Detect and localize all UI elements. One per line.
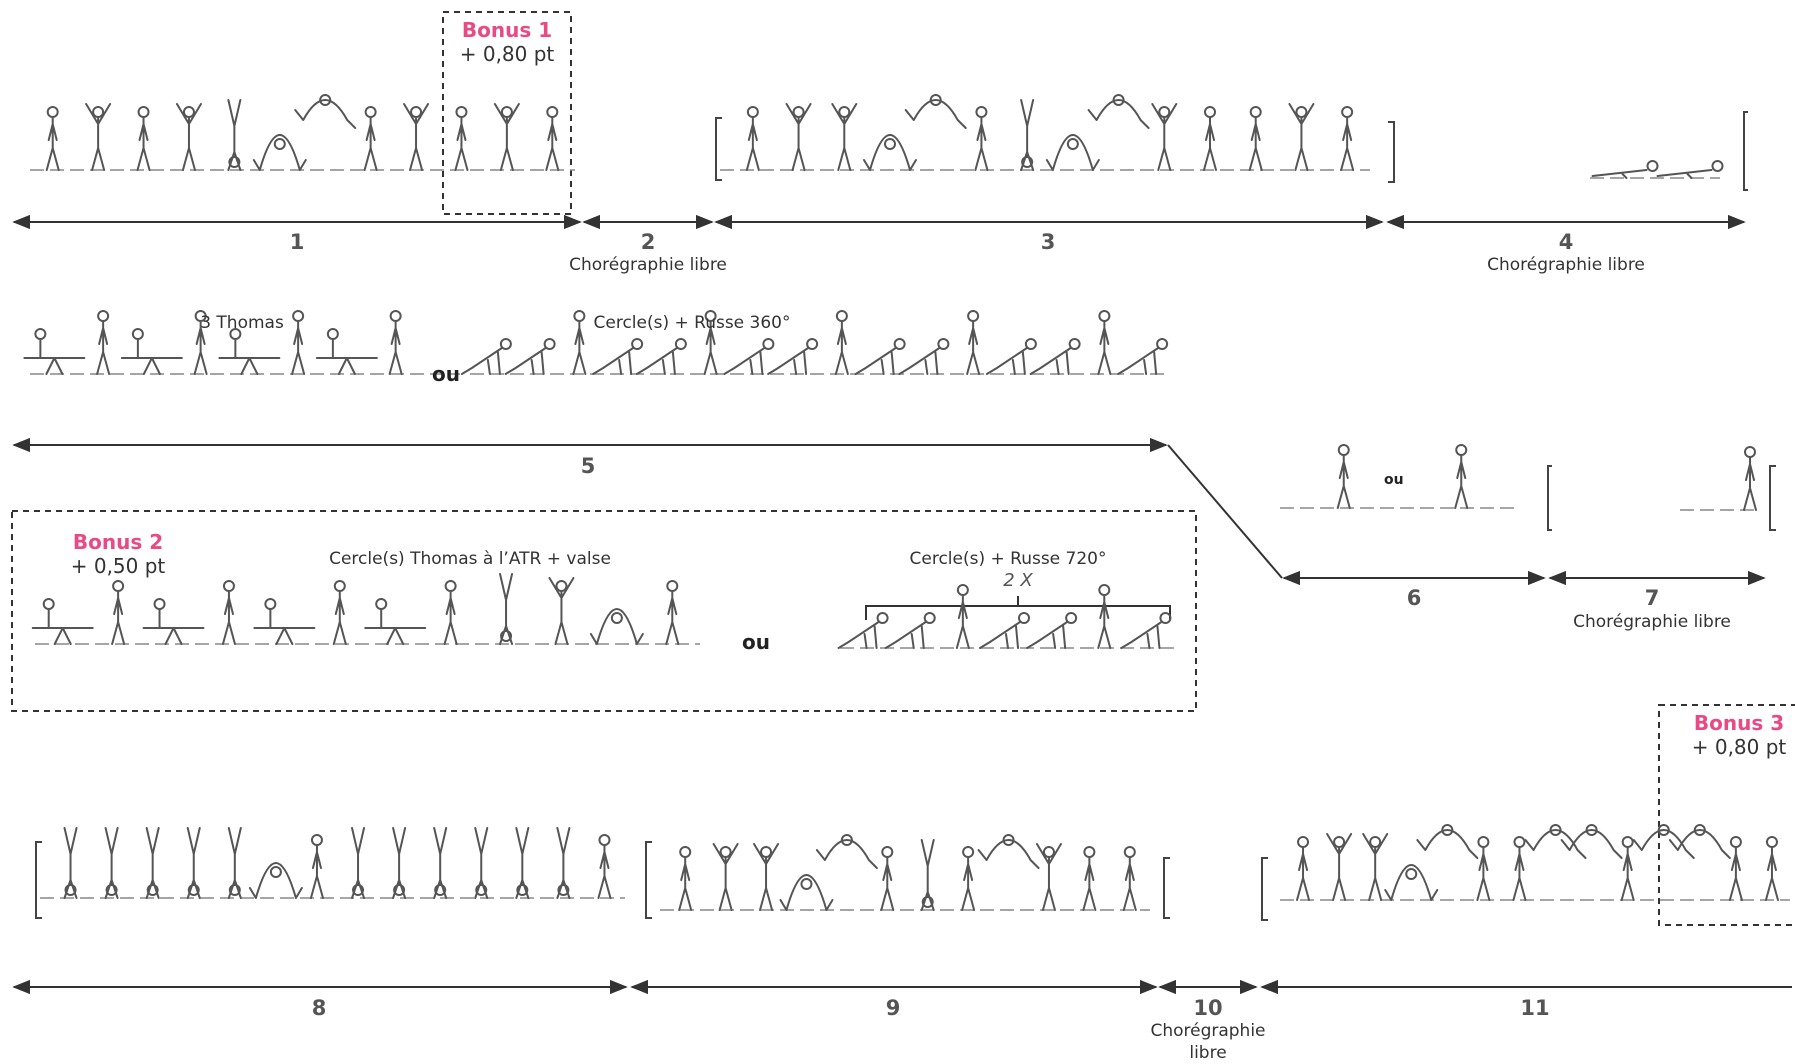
row-connector: [1167, 444, 1283, 579]
segment-3-number: 3: [1040, 230, 1056, 254]
phase-brackets: [35, 111, 1776, 921]
repeat-bracket: [865, 596, 1171, 620]
bonus-3-box: [1658, 704, 1795, 926]
segment-7-number: 7: [1644, 586, 1660, 610]
or-word-segment-6: ou: [1384, 472, 1404, 488]
bonus-2-box: [11, 510, 1197, 712]
bonus-2-value: + 0,50 pt: [70, 554, 166, 578]
gymnast-figures: [23, 94, 1779, 911]
caption-repeat: 2 X: [1003, 570, 1033, 591]
segment-7-label: Chorégraphie libre: [1573, 612, 1731, 632]
segment-8-number: 8: [311, 996, 327, 1020]
bonus-3-value: + 0,80 pt: [1691, 735, 1787, 759]
segment-9-number: 9: [885, 996, 901, 1020]
bonus-1-title: Bonus 1: [461, 18, 553, 42]
floor-lines: [30, 169, 1790, 911]
segment-4-number: 4: [1558, 230, 1574, 254]
caption-thomas: 3 Thomas: [200, 313, 284, 333]
or-word-row-5: ou: [432, 362, 460, 386]
segment-11-number: 11: [1520, 996, 1550, 1020]
segment-1-number: 1: [289, 230, 305, 254]
segment-5-number: 5: [580, 454, 596, 478]
caption-cercle-thomas-atr: Cercle(s) Thomas à l’ATR + valse: [329, 549, 611, 569]
segment-2-number: 2: [640, 230, 656, 254]
caption-cercle-russe-720: Cercle(s) + Russe 720°: [909, 549, 1107, 569]
bonus-1-value: + 0,80 pt: [459, 42, 555, 66]
bonus-2-title: Bonus 2: [72, 530, 164, 554]
bonus-3-title: Bonus 3: [1693, 711, 1785, 735]
segment-4-label: Chorégraphie libre: [1487, 255, 1645, 275]
segment-10-number: 10: [1193, 996, 1223, 1020]
segment-6-number: 6: [1406, 586, 1422, 610]
or-word-bonus-2: ou: [742, 630, 770, 654]
caption-cercle-russe-360: Cercle(s) + Russe 360°: [593, 313, 791, 333]
segment-10-label: Chorégraphie libre: [1150, 1021, 1266, 1063]
segment-2-label: Chorégraphie libre: [569, 255, 727, 275]
